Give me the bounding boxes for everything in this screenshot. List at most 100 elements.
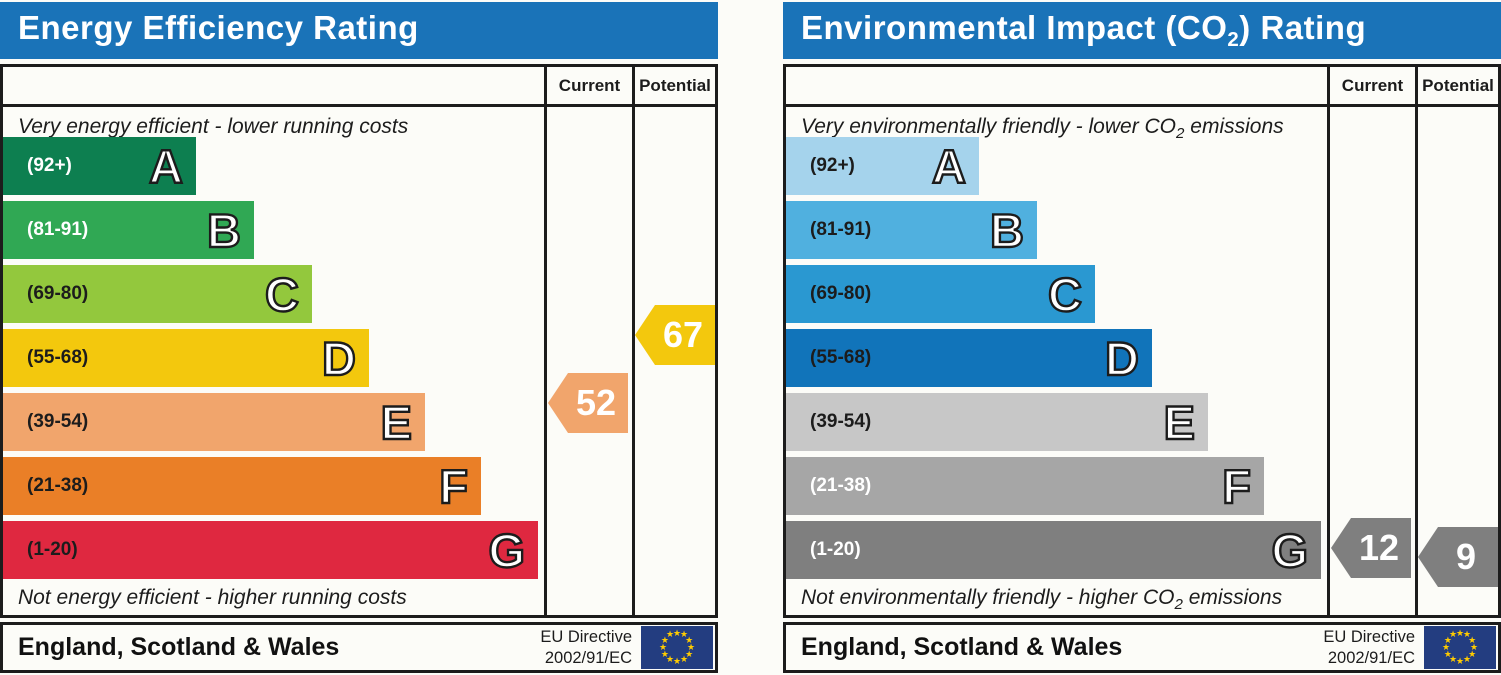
band-range-label: (21-38) — [27, 475, 89, 496]
band-letter: B — [206, 203, 242, 257]
band-range-label: (21-38) — [810, 475, 872, 496]
eu-star: ★ — [665, 653, 675, 664]
energy-panel-title: Energy Efficiency Rating — [0, 2, 718, 59]
title-subscript: 2 — [1227, 28, 1240, 52]
environmental-rating-bands: (92+) A (81-91) B (69-80) C (55-68) D (39-54) E (2… — [786, 137, 1321, 585]
rating-band-g: (1-20) G — [786, 521, 1321, 579]
band-letter: B — [989, 203, 1025, 257]
environmental-rating-table: Current Potential Very environmentally f… — [783, 64, 1501, 618]
eu-star: ★ — [679, 629, 689, 640]
eu-star: ★ — [1469, 641, 1479, 652]
environmental-panel-footer: England, Scotland & Wales EU Directive 2… — [783, 622, 1501, 673]
caption-top: Very environmentally friendly - lower CO… — [801, 115, 1284, 143]
eu-star: ★ — [685, 648, 694, 659]
potential-rating-arrow: 67 — [635, 305, 715, 365]
eu-directive-label: EU Directive 2002/91/EC — [1323, 627, 1415, 667]
current-rating-arrow: 12 — [1331, 518, 1411, 578]
band-range-label: (1-20) — [27, 539, 78, 560]
band-range-label: (39-54) — [27, 411, 89, 432]
eu-star: ★ — [1455, 655, 1465, 666]
rating-band-f: (21-38) F — [786, 457, 1264, 515]
energy-panel-footer: England, Scotland & Wales EU Directive 2… — [0, 622, 718, 673]
eu-star: ★ — [660, 648, 669, 659]
eu-star: ★ — [672, 627, 682, 638]
caption-top: Very energy efficient - lower running co… — [18, 115, 409, 138]
energy-rating-bands: (92+) A (81-91) B (69-80) C (55-68) D (39-54) E (2… — [3, 137, 538, 585]
column-divider — [1415, 107, 1418, 615]
eu-flag-icon: ★ ★ ★ ★ ★ ★ ★ ★ ★ ★ ★ ★ — [1424, 626, 1496, 669]
rating-band-e: (39-54) E — [786, 393, 1208, 451]
potential-column-header: Potential — [1415, 67, 1498, 104]
caption-bottom: Not environmentally friendly - higher CO… — [801, 586, 1283, 614]
eu-star: ★ — [1468, 648, 1477, 659]
rating-band-c: (69-80) C — [786, 265, 1095, 323]
rating-band-a: (92+) A — [786, 137, 979, 195]
energy-rating-table: Current Potential Very energy efficient … — [0, 64, 718, 618]
band-letter: C — [1047, 267, 1083, 321]
rating-band-e: (39-54) E — [3, 393, 425, 451]
band-letter: D — [321, 331, 357, 385]
rating-band-d: (55-68) D — [786, 329, 1152, 387]
band-letter: C — [264, 267, 300, 321]
eu-star: ★ — [1462, 653, 1472, 664]
header-spacer — [3, 67, 544, 104]
band-range-label: (92+) — [27, 155, 72, 176]
rating-band-g: (1-20) G — [3, 521, 538, 579]
eu-star: ★ — [1455, 627, 1465, 638]
band-range-label: (55-68) — [810, 347, 872, 368]
eu-star: ★ — [685, 634, 694, 645]
eu-flag-icon: ★ ★ ★ ★ ★ ★ ★ ★ ★ ★ ★ ★ — [641, 626, 713, 669]
region-label: England, Scotland & Wales — [18, 633, 340, 661]
eu-star: ★ — [660, 634, 669, 645]
current-column-header: Current — [544, 67, 632, 104]
rating-band-f: (21-38) F — [3, 457, 481, 515]
table-header-row: Current Potential — [786, 67, 1498, 107]
band-range-label: (69-80) — [27, 283, 89, 304]
eu-star: ★ — [1468, 634, 1477, 645]
title-text: Environmental Impact (CO — [801, 8, 1228, 46]
title-text: Energy Efficiency Rating — [18, 8, 419, 46]
band-range-label: (81-91) — [810, 219, 872, 240]
column-divider — [632, 107, 635, 615]
eu-star: ★ — [672, 655, 682, 666]
band-letter: A — [931, 139, 967, 193]
band-letter: E — [379, 395, 413, 449]
eu-star: ★ — [1441, 641, 1451, 652]
band-letter: G — [1270, 523, 1309, 577]
eu-star: ★ — [665, 629, 675, 640]
title-text-post: ) Rating — [1239, 8, 1367, 46]
column-divider — [1327, 107, 1330, 615]
energy-chart-body: Very energy efficient - lower running co… — [3, 107, 715, 615]
band-letter: A — [148, 139, 184, 193]
band-range-label: (55-68) — [27, 347, 89, 368]
environmental-impact-panel: Environmental Impact (CO2) Rating Curren… — [783, 0, 1501, 675]
energy-efficiency-panel: Energy Efficiency Rating Current Potenti… — [0, 0, 718, 675]
eu-star: ★ — [658, 641, 668, 652]
environmental-panel-title: Environmental Impact (CO2) Rating — [783, 2, 1501, 59]
eu-star: ★ — [679, 653, 689, 664]
environmental-chart-body: Very environmentally friendly - lower CO… — [786, 107, 1498, 615]
band-letter: F — [1221, 459, 1252, 513]
rating-band-a: (92+) A — [3, 137, 196, 195]
rating-band-d: (55-68) D — [3, 329, 369, 387]
eu-star: ★ — [686, 641, 696, 652]
eu-star: ★ — [1443, 634, 1452, 645]
band-range-label: (39-54) — [810, 411, 872, 432]
eu-star: ★ — [1443, 648, 1452, 659]
potential-rating-arrow: 9 — [1418, 527, 1498, 587]
rating-band-c: (69-80) C — [3, 265, 312, 323]
eu-star: ★ — [1448, 629, 1458, 640]
current-rating-arrow: 52 — [548, 373, 628, 433]
band-letter: F — [438, 459, 469, 513]
band-range-label: (92+) — [810, 155, 855, 176]
band-letter: E — [1162, 395, 1196, 449]
current-column-header: Current — [1327, 67, 1415, 104]
column-divider — [544, 107, 547, 615]
rating-band-b: (81-91) B — [3, 201, 254, 259]
table-header-row: Current Potential — [3, 67, 715, 107]
band-range-label: (81-91) — [27, 219, 89, 240]
band-range-label: (69-80) — [810, 283, 872, 304]
caption-bottom: Not energy efficient - higher running co… — [18, 586, 407, 609]
eu-star: ★ — [1462, 629, 1472, 640]
